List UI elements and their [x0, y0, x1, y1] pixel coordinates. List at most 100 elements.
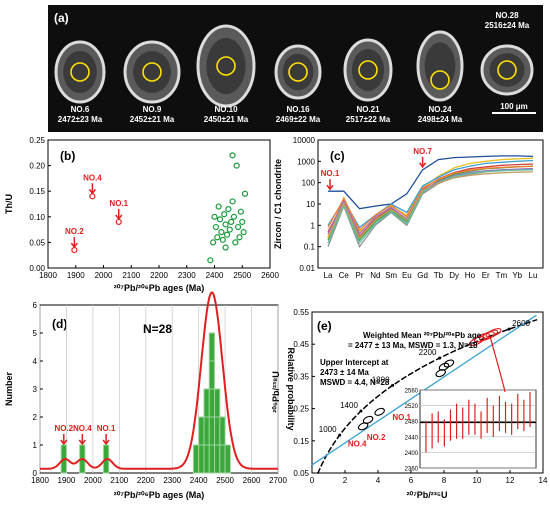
- x-tick-label: 1900: [58, 476, 76, 485]
- y-tick-label: 0.15: [293, 437, 309, 446]
- y-tick-label: 0.20: [29, 162, 45, 171]
- x-tick-label: 2600: [243, 476, 261, 485]
- concordia-age-mark: [338, 433, 342, 437]
- ree-series-line: [327, 167, 534, 235]
- panel-b-frame: [47, 139, 271, 269]
- histogram-bar: [192, 444, 200, 474]
- y-tick-label: 0.55: [293, 308, 309, 317]
- y-tick-label: 4: [33, 357, 38, 366]
- x-tick-label: 2200: [137, 476, 155, 485]
- thu-point: [237, 208, 244, 215]
- concordia-age-mark: [391, 383, 395, 387]
- concordia-ellipse: [374, 407, 385, 416]
- thu-point: [229, 152, 236, 159]
- concordia-age-mark: [507, 327, 511, 331]
- x-tick-label: 2400: [190, 476, 208, 485]
- thu-point: [222, 244, 229, 251]
- grain-age: 2517±22 Ma: [346, 115, 391, 124]
- y-tick-label: 0.25: [29, 136, 45, 145]
- y-tick-label: 5: [33, 329, 38, 338]
- probability-curve: [40, 291, 278, 470]
- panel-d-xlabel: ²⁰⁷Pb/²⁰⁶Pb ages (Ma): [114, 490, 205, 500]
- ree-element-label: Dy: [449, 271, 459, 280]
- panel-c-note-label: NO.7: [413, 147, 432, 156]
- thu-point: [221, 211, 228, 218]
- grain-age: 2472±23 Ma: [58, 115, 103, 124]
- panel-d-y2label: Relative probability: [286, 347, 296, 430]
- panel-e-annotations: NO.4NO.2 NO.1: [348, 413, 412, 448]
- histogram-bar: [214, 388, 221, 418]
- x-tick-label: 10: [473, 476, 482, 485]
- panel-e-label: (e): [317, 319, 332, 333]
- panel-e-xlabel: ²⁰⁷Pb/²³⁵U: [406, 490, 447, 500]
- analysis-spot: [70, 62, 90, 82]
- analysis-spot: [288, 62, 308, 82]
- x-tick-label: 0: [310, 476, 315, 485]
- y-tick-label: 0.45: [293, 340, 309, 349]
- concordia-age-mark: [359, 409, 363, 413]
- panel-b-note-label: NO.1: [109, 199, 128, 208]
- panel-b-points: [71, 152, 249, 264]
- upper-intercept-line1: Upper Intercept at: [320, 358, 389, 367]
- thu-point: [215, 203, 222, 210]
- ree-element-label: Ce: [339, 271, 350, 280]
- ree-element-label: Yb: [512, 271, 522, 280]
- panel-d-n-label: N=28: [143, 322, 172, 336]
- x-tick-label: 2700: [269, 476, 287, 485]
- analysis-spot: [142, 62, 162, 82]
- inset-y-label: 2480: [405, 420, 419, 426]
- panel-a-label: (a): [54, 11, 69, 25]
- y-tick-label: 0.15: [29, 187, 45, 196]
- histogram-bar: [198, 416, 205, 446]
- zircon-core: [424, 42, 456, 90]
- grain-name: NO.6: [71, 105, 90, 114]
- concordia-age-labels: 1000 1400 1800 2200 2600: [319, 319, 531, 437]
- zircon-core: [489, 53, 525, 87]
- histogram-bar: [224, 444, 231, 474]
- inset-y-label: 2520: [405, 404, 419, 410]
- y-tick-label: 0.25: [293, 405, 309, 414]
- panel-c-series: [327, 155, 534, 249]
- thu-point: [214, 234, 221, 241]
- x-tick-label: 2500: [233, 271, 251, 280]
- panel-e-frame: [311, 311, 544, 474]
- zircon-core: [351, 49, 385, 91]
- ree-element-label: Tb: [434, 271, 444, 280]
- ree-element-label: Nd: [370, 271, 380, 280]
- ree-element-label: Lu: [529, 271, 538, 280]
- x-tick-label: 2: [343, 476, 348, 485]
- histogram-bar: [219, 444, 226, 474]
- y-tick-label: 6: [33, 301, 38, 310]
- panel-d-note-label: NO.4: [73, 424, 92, 433]
- x-tick-label: 2500: [216, 476, 234, 485]
- y-tick-label: 10: [306, 200, 315, 209]
- weighted-mean-line2: = 2477 ± 13 Ma, MSWD = 1.3, N=18: [348, 341, 478, 350]
- grain-age: 2452±21 Ma: [130, 115, 175, 124]
- x-tick-label: 12: [506, 476, 515, 485]
- zircon-core: [282, 53, 314, 91]
- ree-element-label: Gd: [417, 271, 428, 280]
- histogram-bar: [198, 444, 205, 474]
- thu-point: [222, 221, 229, 228]
- y-tick-label: 1000: [297, 157, 315, 166]
- x-tick-label: 2100: [122, 271, 140, 280]
- inset-y-label: 2400: [405, 451, 419, 457]
- y-tick-label: 0.1: [304, 243, 316, 252]
- panel-c-annotations: NO.1 NO.7: [321, 147, 433, 191]
- x-tick-label: 4: [376, 476, 381, 485]
- panel-c-note-arrowhead: [419, 162, 427, 169]
- histogram-bar: [219, 416, 226, 446]
- histogram-bar: [208, 360, 216, 390]
- inset-y-label: 2440: [405, 435, 419, 441]
- y-tick-label: 10000: [293, 136, 316, 145]
- panel-d-note-arrowhead: [102, 439, 110, 446]
- thu-point: [223, 231, 231, 238]
- ree-element-label: Sm: [385, 271, 397, 280]
- x-tick-label: 2000: [84, 476, 102, 485]
- weighted-mean-line1: Weighted Mean ²⁰⁷Pb/²⁰⁶Pb age: [363, 331, 482, 340]
- y-tick-label: 1: [311, 221, 316, 230]
- inset-pointer: [489, 336, 506, 393]
- panel-e-ticks: 0 2 4 6 8 10 12 14 0.05 0.15 0.25 0.35 0.45 0.55: [293, 308, 548, 485]
- histogram-bar: [203, 416, 210, 446]
